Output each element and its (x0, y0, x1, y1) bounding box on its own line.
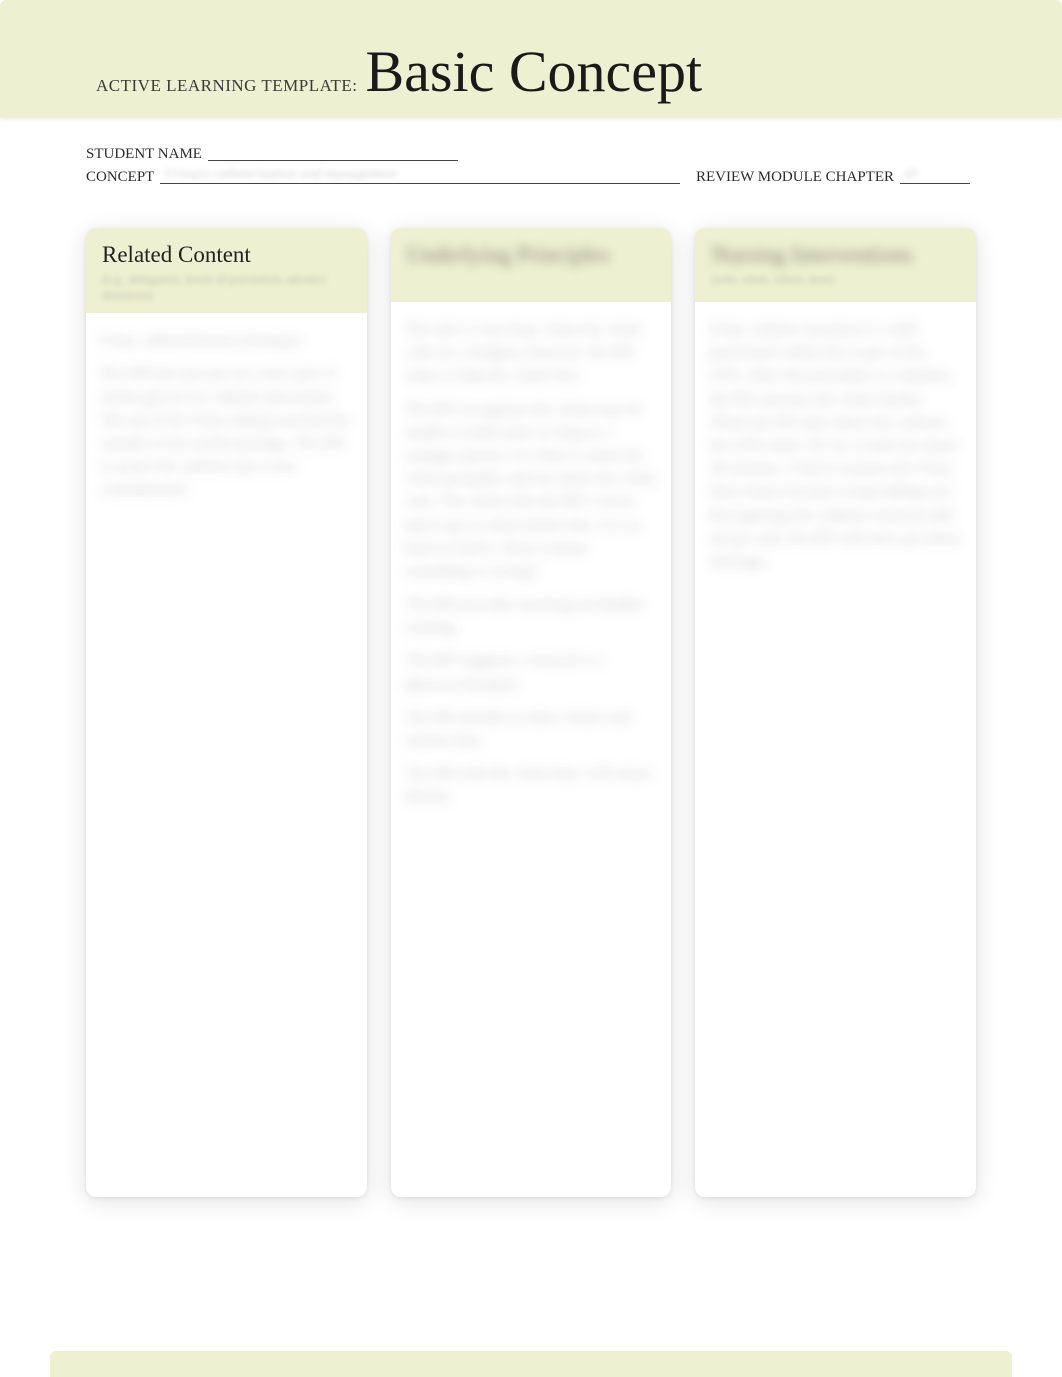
card-subtitle: (who, when, where, how) (711, 272, 960, 288)
student-name-field[interactable] (208, 147, 458, 161)
chapter-label: REVIEW MODULE CHAPTER (696, 169, 894, 186)
body-text: The RN attends to other clients and retu… (405, 706, 658, 752)
columns: Related Content (e.g., delegation, level… (86, 228, 976, 1197)
card-head: Related Content (e.g., delegation, level… (86, 228, 367, 313)
body-text: Foley catheter insertion is a skill perf… (709, 318, 962, 573)
card-underlying-principles: Underlying Principles The unit is very b… (391, 228, 672, 1197)
concept-field[interactable]: Urinary catheterization and management (160, 170, 680, 184)
body-text: The RN provides teaching on bladder trai… (405, 593, 658, 639)
body-text: Foley catheterization technique. (100, 329, 353, 352)
concept-value: Urinary catheterization and management (164, 167, 396, 183)
concept-chapter-row: CONCEPT Urinary catheterization and mana… (86, 169, 976, 186)
body-text: The RN tells the client they will return… (405, 762, 658, 808)
body-text: The RN recognizes the client may be unab… (405, 398, 658, 584)
card-head: Nursing Interventions (who, when, where,… (695, 228, 976, 302)
card-subtitle: (e.g., delegation, levels of prevention,… (102, 272, 351, 303)
body-text: The unit is very busy when the client ca… (405, 318, 658, 388)
student-name-label: STUDENT NAME (86, 146, 202, 163)
student-name-row: STUDENT NAME (86, 146, 976, 163)
page-title: Basic Concept (366, 38, 703, 105)
card-related-content: Related Content (e.g., delegation, level… (86, 228, 367, 1197)
card-title: Related Content (102, 242, 351, 268)
card-title: Nursing Interventions (711, 242, 960, 268)
body-text: The RN has just put on a new pair of ste… (100, 362, 353, 501)
card-body: The unit is very busy when the client ca… (391, 302, 672, 1197)
card-body: Foley catheter insertion is a skill perf… (695, 302, 976, 1197)
chapter-value: 45 (904, 167, 918, 183)
footer-band (50, 1351, 1012, 1377)
card-body: Foley catheterization technique. The RN … (86, 313, 367, 1197)
chapter-field[interactable]: 45 (900, 170, 970, 184)
concept-label: CONCEPT (86, 169, 154, 186)
body-text: The RN suggests a referral to a physical… (405, 649, 658, 695)
card-nursing-interventions: Nursing Interventions (who, when, where,… (695, 228, 976, 1197)
header: ACTIVE LEARNING TEMPLATE: Basic Concept (96, 38, 966, 105)
card-title: Underlying Principles (407, 242, 656, 268)
header-prefix: ACTIVE LEARNING TEMPLATE: (96, 76, 358, 96)
card-head: Underlying Principles (391, 228, 672, 302)
meta-block: STUDENT NAME CONCEPT Urinary catheteriza… (86, 140, 976, 186)
page: ACTIVE LEARNING TEMPLATE: Basic Concept … (0, 0, 1062, 1377)
